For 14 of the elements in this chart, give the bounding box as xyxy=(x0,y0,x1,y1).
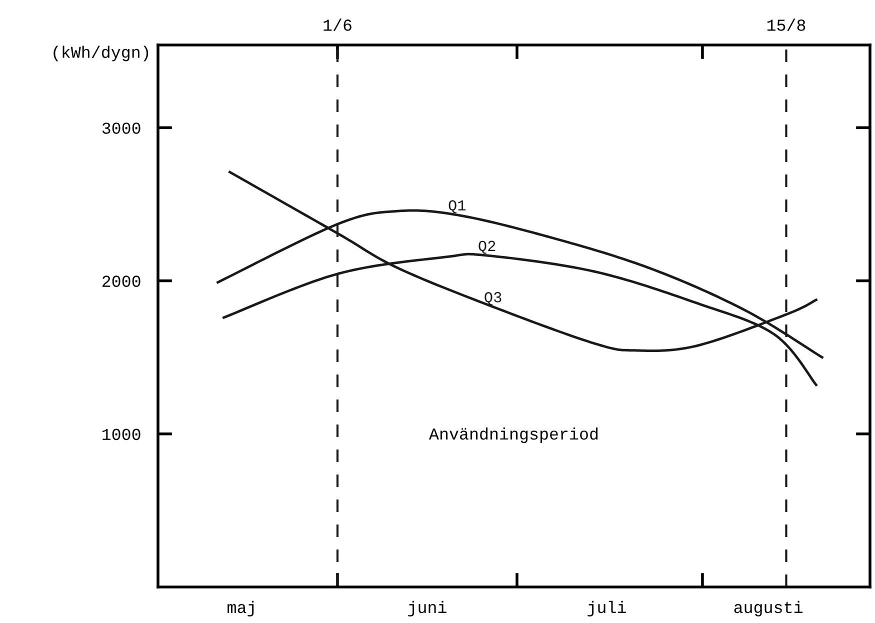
y-tick-label: 2000 xyxy=(102,276,140,287)
series-label: Q2 xyxy=(478,240,496,254)
ref-line-label: 1/6 xyxy=(324,18,352,31)
annotation: Användningsperiod xyxy=(428,427,598,444)
series-label: Q1 xyxy=(448,200,466,214)
ref-line-label: 15/8 xyxy=(767,18,806,31)
y-tick-label: 1000 xyxy=(102,428,140,440)
x-tick-label: juni xyxy=(408,600,446,616)
x-tick-label: juli xyxy=(588,600,626,616)
y-tick-label: 3000 xyxy=(102,122,140,134)
y-axis-title: (kWh/dygn) xyxy=(54,46,148,62)
x-tick-label: augusti xyxy=(734,600,802,616)
series-label: Q3 xyxy=(484,292,502,306)
x-tick-label: maj xyxy=(228,600,254,616)
